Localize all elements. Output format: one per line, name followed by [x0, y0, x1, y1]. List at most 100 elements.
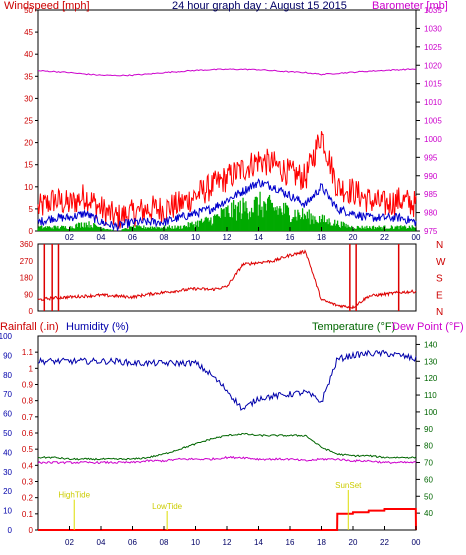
humidity-tick-label: 70: [3, 390, 12, 399]
wind-y-ticks: 0 5 10 15 20 25 30 35 40 45 50: [24, 6, 38, 236]
humidity-tick-label: 50: [3, 429, 12, 438]
temp-tick-label: 50: [424, 492, 433, 501]
wind-tick-label: 45: [24, 28, 33, 37]
wind-tick-label: 25: [24, 117, 33, 126]
hour-label: 06: [128, 233, 137, 242]
humidity-tick-label: 20: [3, 487, 12, 496]
hour-label: 08: [160, 233, 169, 242]
wind-tick-label: 30: [24, 94, 33, 103]
temperature-label: Temperature (°F): [312, 321, 395, 333]
rain-tick-label: 0.9: [22, 381, 34, 390]
direction-tick-label: 360: [20, 240, 34, 249]
rain-panel-frame: [37, 335, 417, 531]
dewpoint-label: Dew Point (°F): [392, 321, 464, 333]
rain-series: [37, 349, 417, 531]
hour-label: 10: [191, 538, 200, 547]
gust-line: [37, 131, 417, 230]
wind-tick-label: 15: [24, 161, 33, 170]
hour-label: 12: [223, 233, 232, 242]
hour-label: 16: [286, 538, 295, 547]
hour-label: 02: [65, 538, 74, 547]
hour-label: 04: [97, 233, 106, 242]
hour-label: 04: [97, 538, 106, 547]
hour-label: 08: [160, 538, 169, 547]
humidity-y-ticks: 0 10 20 30 40 50 60 70 80 90 100: [0, 332, 13, 535]
wind-tick-label: 10: [24, 183, 33, 192]
baro-tick-label: 1025: [424, 43, 442, 52]
direction-tick-label: 180: [20, 274, 34, 283]
wind-tick-label: 5: [29, 205, 34, 214]
humidity-tick-label: 60: [3, 410, 12, 419]
direction-tick-label: 0: [29, 307, 34, 316]
baro-tick-label: 1030: [424, 24, 442, 33]
rain-tick-label: 0.5: [22, 445, 34, 454]
rain-tick-label: 0.2: [22, 494, 34, 503]
temp-tick-label: 80: [424, 442, 433, 451]
wind-tick-label: 20: [24, 139, 33, 148]
tide-label: HighTide: [58, 491, 90, 500]
temp-y-ticks: 40 50 60 70 80 90 100 110 120 130 140: [416, 340, 438, 518]
rainfall-label: Rainfall (.in): [0, 321, 59, 333]
direction-tick-label: 90: [24, 290, 33, 299]
rain-tick-label: 0: [29, 526, 34, 535]
baro-tick-label: 995: [424, 153, 438, 162]
temp-tick-label: 140: [424, 340, 438, 349]
hour-label: 14: [254, 233, 263, 242]
compass-label: N: [436, 307, 443, 318]
tide-annotations: HighTide LowTide SunSet: [58, 481, 362, 530]
hour-label: 18: [317, 538, 326, 547]
wind-tick-label: 0: [29, 227, 34, 236]
hour-label: 20: [349, 538, 358, 547]
temp-tick-label: 100: [424, 408, 438, 417]
rain-tick-label: 0.6: [22, 429, 34, 438]
temp-tick-label: 130: [424, 357, 438, 366]
wind-series: [37, 68, 417, 231]
baro-tick-label: 1000: [424, 135, 442, 144]
rain-tick-label: 0.8: [22, 397, 34, 406]
barometer-label: Barometer [mb]: [372, 0, 448, 12]
temp-tick-label: 70: [424, 459, 433, 468]
dewpoint-line: [37, 455, 417, 465]
direction-tick-label: 270: [20, 257, 34, 266]
humidity-tick-label: 10: [3, 507, 12, 516]
humidity-line: [37, 349, 417, 411]
humidity-tick-label: 40: [3, 448, 12, 457]
baro-tick-label: 990: [424, 172, 438, 181]
rain-tick-label: 0.3: [22, 478, 34, 487]
rain-hour-labels: 02 04 06 08 10 12 14 16 18 20 22 00: [65, 526, 421, 547]
baro-tick-label: 980: [424, 209, 438, 218]
hour-label: 18: [317, 233, 326, 242]
baro-tick-label: 1010: [424, 98, 442, 107]
humidity-tick-label: 100: [0, 332, 13, 341]
humidity-tick-label: 30: [3, 468, 12, 477]
baro-tick-label: 1035: [424, 6, 442, 15]
rain-tick-label: 1.1: [22, 348, 34, 357]
temp-tick-label: 110: [424, 391, 437, 400]
rain-y-ticks: 0 0.1 0.2 0.3 0.4 0.5 0.6 0.7 0.8 0.9 1 1.1: [22, 348, 38, 535]
hour-label: 22: [380, 538, 389, 547]
humidity-tick-label: 80: [3, 371, 12, 380]
baro-tick-label: 1020: [424, 61, 442, 70]
hour-label: 00: [412, 233, 421, 242]
direction-line: [37, 249, 417, 310]
hour-label: 16: [286, 233, 295, 242]
temp-tick-label: 40: [424, 509, 433, 518]
tide-label: LowTide: [152, 502, 182, 511]
baro-y-ticks: 975 980 985 990 995 1000 1005 1010 1015 1020 1025 1…: [416, 6, 442, 236]
wind-tick-label: 35: [24, 72, 33, 81]
baro-tick-label: 1005: [424, 117, 442, 126]
direction-panel-frame: [37, 243, 417, 312]
direction-series: [37, 244, 417, 311]
compass-label: E: [436, 290, 443, 301]
graph-title: 24 hour graph day : August 15 2015: [172, 0, 347, 12]
humidity-tick-label: 90: [3, 351, 12, 360]
hour-label: 00: [412, 538, 421, 547]
direction-y-ticks: 0 90 180 270 360: [20, 240, 34, 316]
hour-label: 14: [254, 538, 263, 547]
average-line: [37, 178, 417, 231]
rain-tick-label: 0.7: [22, 413, 34, 422]
compass-label: N: [436, 240, 443, 251]
temp-tick-label: 60: [424, 475, 433, 484]
